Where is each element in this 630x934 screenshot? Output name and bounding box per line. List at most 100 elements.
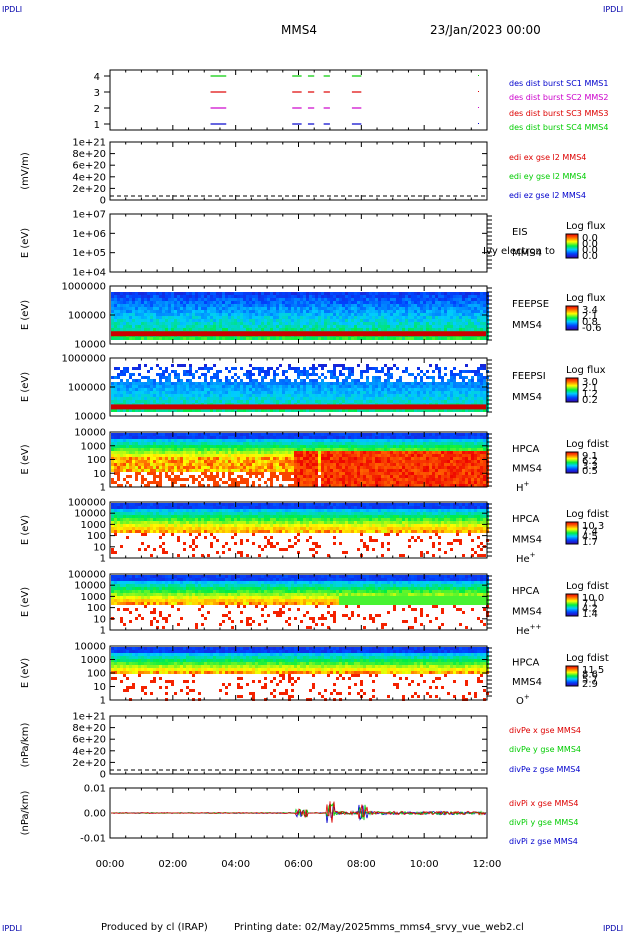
hpca_h-cell — [177, 454, 180, 457]
hpca_h-cell — [237, 439, 240, 442]
hpca_h-cell — [180, 442, 183, 445]
feepsi-cell — [318, 388, 321, 391]
feepsi-cell — [288, 409, 291, 412]
hpca_h-cell — [213, 454, 216, 457]
feepse-cell — [183, 328, 186, 331]
feepse-cell — [477, 307, 480, 310]
feepse-cell — [366, 310, 369, 313]
feepsi-cell — [417, 394, 420, 397]
feepse-cell — [375, 298, 378, 301]
feepsi-cell — [123, 400, 126, 403]
feepse-cell — [480, 325, 483, 328]
feepsi-cell — [183, 370, 186, 373]
hpca_h-cell — [162, 463, 165, 466]
feepsi-cell — [456, 391, 459, 394]
hpca_h-cell — [222, 439, 225, 442]
feepse-cell — [321, 307, 324, 310]
hpca_h-cell — [132, 439, 135, 442]
feepsi-cell — [267, 397, 270, 400]
hpca_h-cell — [135, 478, 138, 481]
feepsi-cell — [240, 394, 243, 397]
feepsi-cell — [360, 388, 363, 391]
feepsi-cell — [192, 400, 195, 403]
feepse-cell — [297, 337, 300, 340]
feepsi-cell — [471, 376, 474, 379]
feepse-cell — [123, 316, 126, 319]
feepse-cell — [195, 298, 198, 301]
feepse-cell — [225, 310, 228, 313]
feepsi-cell — [417, 382, 420, 385]
feepsi-cell — [147, 391, 150, 394]
feepsi-cell — [357, 394, 360, 397]
feepsi-cell — [387, 397, 390, 400]
feepse-cell — [444, 325, 447, 328]
feepsi-cell — [387, 394, 390, 397]
feepse-cell — [126, 316, 129, 319]
feepsi-cell — [369, 388, 372, 391]
feepse-cell — [213, 295, 216, 298]
feepsi-cell — [198, 400, 201, 403]
feepse-cell — [246, 304, 249, 307]
feepse-cell — [321, 295, 324, 298]
feepsi-cell — [339, 388, 342, 391]
feepsi-cell — [414, 385, 417, 388]
feepse-cell — [123, 298, 126, 301]
feepsi-cell — [204, 391, 207, 394]
feepse-cell — [426, 295, 429, 298]
hpca_h-cell — [279, 433, 282, 436]
feepse-cell — [357, 319, 360, 322]
feepse-cell — [426, 325, 429, 328]
hpca_h-cell — [228, 472, 231, 475]
feepsi-cell — [120, 388, 123, 391]
hpca_h-cell — [231, 460, 234, 463]
feepsi-cell — [351, 391, 354, 394]
feepse-cell — [378, 301, 381, 304]
feepsi-cell — [117, 367, 120, 370]
feepsi-colorbar — [565, 377, 579, 403]
feepse-cell — [117, 292, 120, 295]
feepse-cell — [162, 322, 165, 325]
feepse-cell — [333, 304, 336, 307]
feepse-cell — [138, 295, 141, 298]
feepse-cell — [306, 325, 309, 328]
feepse-cell — [195, 319, 198, 322]
hpca_h-cell — [201, 451, 204, 454]
feepse-cell — [345, 295, 348, 298]
hpca_h-cell — [117, 433, 120, 436]
feepse-cell — [405, 307, 408, 310]
feepsi-cell — [156, 391, 159, 394]
hpca_h-cell — [126, 466, 129, 469]
hpca_h-cell — [141, 478, 144, 481]
edi-ytick-label: 1e+21 — [72, 138, 106, 149]
feepsi-cell — [246, 388, 249, 391]
eis-colorbar — [565, 233, 579, 259]
hpca_h-cell — [129, 466, 132, 469]
feepsi-cell — [384, 373, 387, 376]
feepsi-cell — [171, 397, 174, 400]
feepse-cell — [171, 298, 174, 301]
feepsi-cell — [345, 391, 348, 394]
feepse-cell — [420, 307, 423, 310]
feepse-cell — [201, 301, 204, 304]
feepsi-cell — [297, 373, 300, 376]
feepse-cell — [147, 301, 150, 304]
feepse-cell — [438, 298, 441, 301]
hpca_h-cell — [156, 463, 159, 466]
feepse-cell — [177, 304, 180, 307]
feepse-cell — [120, 298, 123, 301]
feepse-cell — [294, 298, 297, 301]
feepsi-cell — [141, 394, 144, 397]
hpca_h-cell — [291, 469, 294, 472]
feepse-cell — [480, 322, 483, 325]
feepsi-cell — [378, 388, 381, 391]
hpca_h-cell — [243, 454, 246, 457]
feepse-cell — [264, 316, 267, 319]
feepsi-cell — [315, 397, 318, 400]
feepsi-cell — [450, 391, 453, 394]
feepsi-cell — [312, 394, 315, 397]
feepsi-cell — [261, 385, 264, 388]
feepse-cell — [426, 292, 429, 295]
feepsi-cell — [189, 385, 192, 388]
hpca_h-cell — [114, 448, 117, 451]
feepsi-cell — [384, 394, 387, 397]
